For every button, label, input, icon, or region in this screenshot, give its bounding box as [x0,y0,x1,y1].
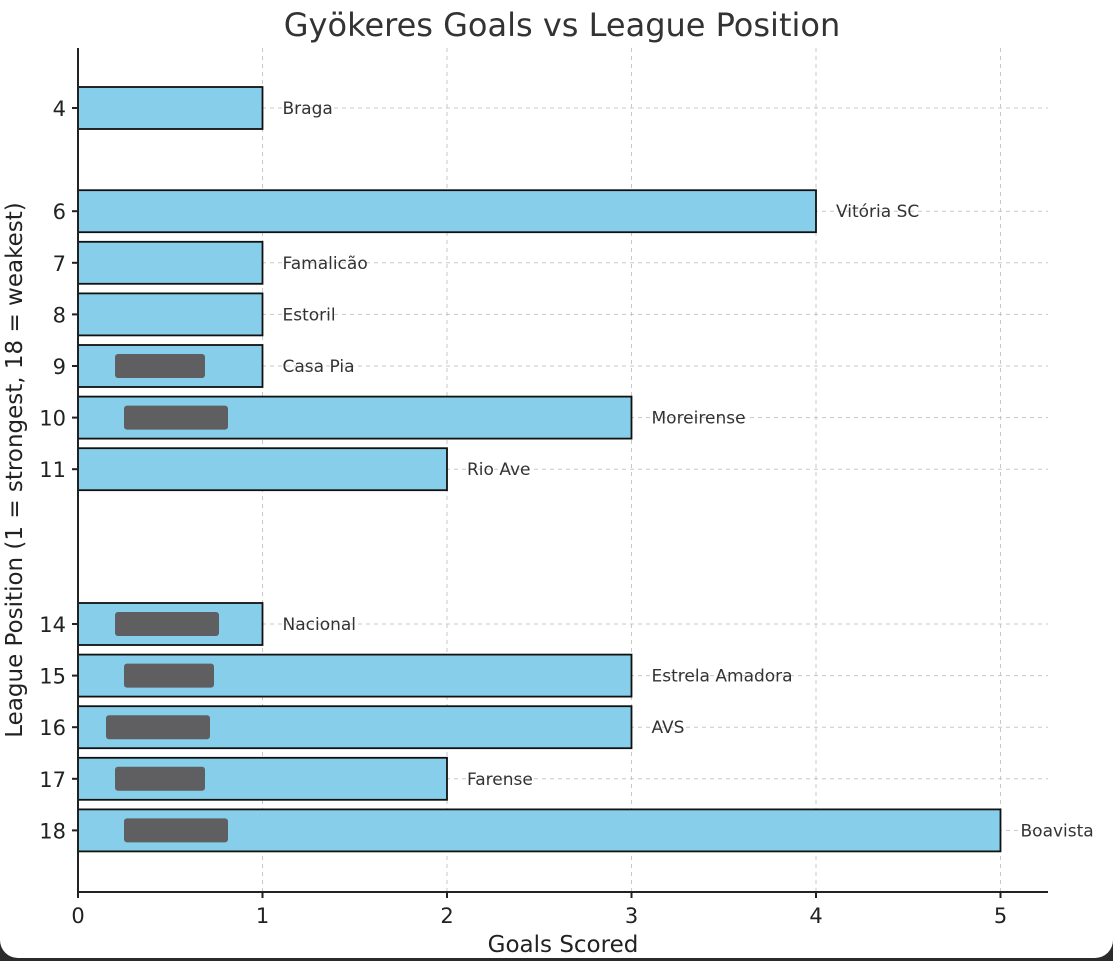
chart-title: Gyökeres Goals vs League Position [284,6,840,44]
y-tick-label: 7 [53,252,66,276]
x-tick-label: 0 [71,904,84,928]
y-tick-label: 16 [39,716,66,740]
y-tick-label: 15 [39,665,66,689]
bar-label: Boavista [1021,821,1094,841]
y-tick-label: 8 [53,303,66,327]
x-tick-label: 5 [994,904,1007,928]
bar-6 [77,189,817,234]
redaction-mark [106,715,210,740]
bar-label: Vitória SC [836,202,919,222]
y-tick-label: 17 [39,768,66,792]
bar-label: Moreirense [652,409,746,429]
bar-11 [77,447,448,492]
bar-label: Braga [283,99,333,119]
y-tick-label: 10 [39,407,66,431]
bar-8 [77,292,264,337]
y-tick-label: 11 [39,458,66,482]
y-tick-label: 9 [53,355,66,379]
bar-label: Nacional [283,615,357,635]
y-axis-label: League Position (1 = strongest, 18 = wea… [2,202,28,737]
redaction-mark [124,405,228,430]
redaction-mark [124,663,214,688]
bar-label: Famalicão [283,254,368,274]
x-tick-label: 2 [440,904,453,928]
ticks: 0 1 2 3 4 5 4 6 7 8 9 10 11 14 15 16 17 18 [39,97,1007,928]
bar-label: Estoril [283,305,336,325]
y-tick-label: 18 [39,819,66,843]
redaction-mark [115,612,219,636]
x-tick-label: 3 [625,904,638,928]
y-tick-label: 14 [39,613,66,637]
x-tick-label: 1 [256,904,269,928]
bar-18 [77,808,1002,853]
y-tick-label: 4 [53,97,66,121]
bar-7 [77,240,264,285]
bar-label: Casa Pia [283,357,355,377]
y-tick-label: 6 [53,200,66,224]
bar-label: AVS [652,718,685,738]
x-axis-label: Goals Scored [488,932,639,958]
bar-label: Estrela Amadora [652,667,793,687]
x-tick-label: 4 [809,904,822,928]
bar-4 [77,86,264,130]
redaction-mark [115,354,205,378]
bar-label: Farense [467,770,533,790]
redaction-mark [115,766,205,791]
bar-label: Rio Ave [467,460,531,480]
redaction-mark [124,818,228,843]
bars: Braga Vitória SC Famalicão Estoril Casa Pia M… [77,86,1094,853]
